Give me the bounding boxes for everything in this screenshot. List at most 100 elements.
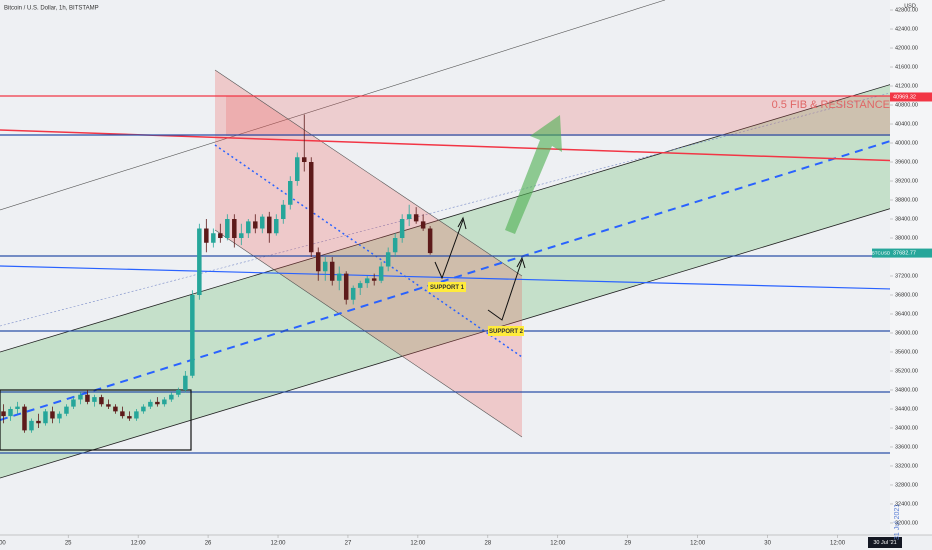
chart-title: Bitcoin / U.S. Dollar, 1h, BITSTAMP [4, 6, 99, 12]
resistance-price: 40969.32 [893, 94, 916, 100]
last-price: 37682.77 [893, 251, 916, 257]
y-tick-label: 40400.00 [895, 121, 918, 127]
candle-body [336, 273, 342, 281]
candle-body [1, 411, 6, 417]
candle-body [253, 221, 258, 229]
candle-body [8, 408, 13, 417]
candle-body [162, 399, 167, 405]
channel-line [0, 195, 932, 479]
y-tick-label: 35200.00 [895, 368, 918, 374]
x-tick-label: 12:00 [550, 541, 566, 547]
red-channel [215, 70, 522, 437]
y-tick-label: 36000.00 [895, 330, 918, 336]
x-tick-label: 12:00 [0, 541, 6, 547]
candle-body [218, 233, 223, 239]
annotation: 0.5 FIB & RESISTANCE [772, 99, 890, 111]
candle-body [399, 219, 405, 239]
candle-body [113, 406, 118, 412]
y-tick-label: 35600.00 [895, 349, 918, 355]
x-tick-label: 12:00 [830, 541, 846, 547]
candle-body [392, 238, 398, 253]
candle-body [378, 266, 384, 281]
candle-body [204, 228, 209, 243]
y-tick-label: 33600.00 [895, 444, 918, 450]
candle-body [274, 219, 279, 234]
channel-line [0, 0, 666, 211]
candle-body [176, 389, 181, 395]
x-tick-label: 26 [205, 541, 212, 547]
y-tick-label: 38400.00 [895, 216, 918, 222]
trend-line [0, 265, 932, 291]
candle-body [385, 252, 391, 267]
x-tick-label: 27 [345, 541, 352, 547]
candle-body [141, 406, 146, 412]
candle-body [43, 411, 48, 424]
candle-body [36, 420, 41, 424]
candle-body [169, 394, 174, 400]
x-tick-label: 12:00 [131, 541, 147, 547]
green-channel [0, 72, 932, 478]
candle-body [50, 411, 55, 419]
y-tick-label: 40000.00 [895, 140, 918, 146]
candle-body [308, 162, 314, 253]
candle-body [413, 214, 419, 222]
candle-body [64, 406, 69, 414]
up-arrow [505, 115, 562, 234]
candle-body [57, 413, 62, 419]
x-tick-label: 28 [484, 541, 491, 547]
candle-body [183, 375, 188, 390]
candle-body [288, 181, 293, 205]
arrow [434, 219, 464, 280]
candle-body [232, 219, 237, 239]
candle-body [350, 287, 356, 300]
y-tick-label: 39200.00 [895, 178, 918, 184]
candle-body [322, 261, 328, 272]
resistance-price-box [890, 92, 932, 102]
y-tick-label: 37200.00 [895, 273, 918, 279]
candle-body [155, 401, 160, 405]
candle-body [71, 399, 76, 407]
mid-dashed-line [0, 127, 932, 421]
y-tick-label: 42800.00 [895, 7, 918, 13]
candle-body [371, 278, 377, 281]
x-tick-label: 12:00 [271, 541, 287, 547]
candle-body [364, 278, 370, 284]
candle-body [315, 252, 321, 272]
y-tick-label: 40800.00 [895, 102, 918, 108]
cursor-date-box [868, 537, 902, 548]
range-box [0, 389, 192, 451]
channel-line [214, 69, 523, 277]
candle-body [406, 214, 412, 220]
x-tick-label: 29 [624, 541, 631, 547]
y-tick-label: 33200.00 [895, 463, 918, 469]
y-tick-label: 38800.00 [895, 197, 918, 203]
candle-body [85, 394, 90, 402]
channel-line [0, 71, 932, 353]
y-tick-label: 41600.00 [895, 64, 918, 70]
candle-body [148, 401, 153, 407]
arrow [487, 259, 523, 321]
y-tick-label: 32400.00 [895, 501, 918, 507]
cursor-date: 30 Jul '21 [873, 540, 896, 546]
y-tick-label: 34000.00 [895, 425, 918, 431]
y-tick-label: 36800.00 [895, 292, 918, 298]
x-tick-label: 30 [764, 541, 771, 547]
candle-body [78, 394, 83, 400]
dotted-line [0, 81, 932, 327]
y-tick-label: 42400.00 [895, 26, 918, 32]
candle-body [267, 216, 272, 234]
candle-body [92, 397, 97, 402]
candle-body [197, 228, 202, 296]
y-tick-label: 38000.00 [895, 235, 918, 241]
candle-body [281, 204, 286, 220]
dotted-line [214, 144, 523, 358]
candle-body [15, 406, 20, 409]
y-tick-label: 34400.00 [895, 406, 918, 412]
y-tick-label: 36400.00 [895, 311, 918, 317]
candle-body [301, 157, 307, 163]
candle-body [343, 273, 349, 300]
y-tick-label: 42000.00 [895, 45, 918, 51]
x-tick-label: 25 [65, 541, 72, 547]
